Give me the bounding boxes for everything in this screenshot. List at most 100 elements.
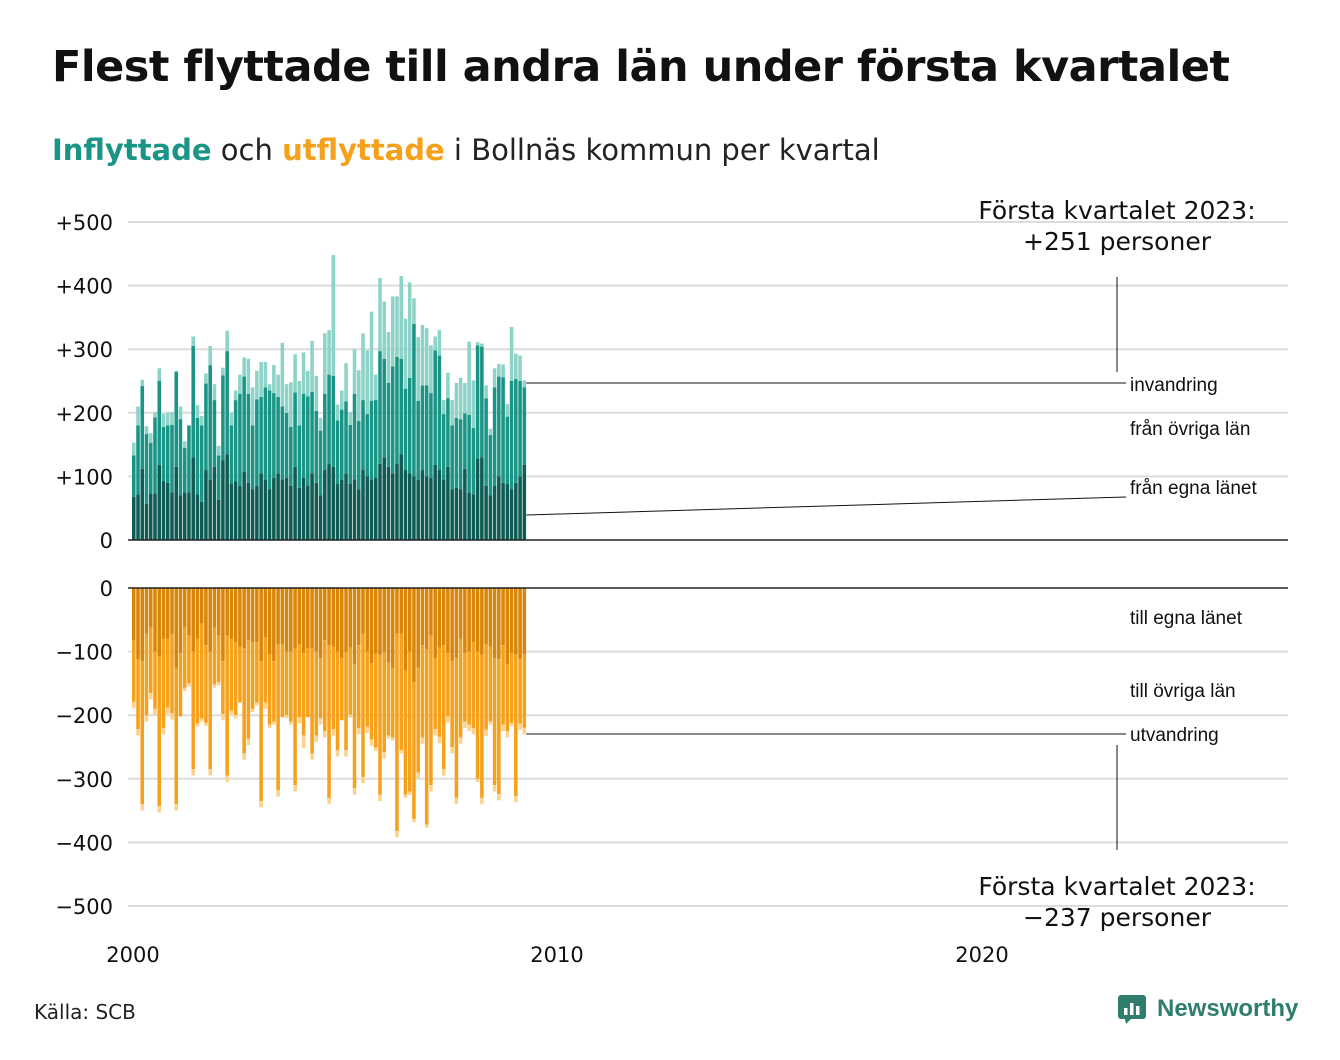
bar-out-utvandring <box>480 797 484 805</box>
bar-out-till-egna-lanet <box>136 588 140 660</box>
bar-out-till-ovriga-lan <box>259 661 263 802</box>
bar-in-fran-egna-lanet <box>284 477 289 540</box>
bar-out-till-egna-lanet <box>314 588 319 652</box>
bar-out-till-egna-lanet <box>263 588 268 637</box>
bar-out-till-ovriga-lan <box>161 638 166 728</box>
bar-out-till-egna-lanet <box>255 588 259 643</box>
bar-out-till-egna-lanet <box>492 588 497 658</box>
bar-in-fran-egna-lanet <box>132 496 136 540</box>
bar-out-till-ovriga-lan <box>297 643 302 718</box>
bar-out-till-egna-lanet <box>148 588 153 628</box>
bar-in-fran-egna-lanet <box>471 494 476 540</box>
bar-in-invandring <box>233 390 238 401</box>
bar-out-till-egna-lanet <box>191 588 195 652</box>
bar-out-till-egna-lanet <box>267 588 272 655</box>
bar-in-invandring <box>272 365 276 394</box>
bar-out-till-ovriga-lan <box>514 654 518 796</box>
bar-out-utvandring <box>441 769 446 776</box>
bar-in-fran-ovriga-lan <box>153 417 157 494</box>
bar-in-fran-ovriga-lan <box>509 381 514 490</box>
bar-out-till-ovriga-lan <box>289 651 293 722</box>
bar-in-fran-egna-lanet <box>297 487 302 540</box>
bar-out-utvandring <box>199 718 204 722</box>
bar-out-utvandring <box>314 735 319 742</box>
bar-out-till-ovriga-lan <box>365 651 370 727</box>
bar-in-invandring <box>514 353 518 380</box>
bar-out-till-egna-lanet <box>242 588 246 649</box>
bar-in-invandring <box>463 382 467 414</box>
bar-in-invandring <box>310 340 314 392</box>
bar-out-utvandring <box>208 769 212 776</box>
bar-out-till-egna-lanet <box>450 588 454 662</box>
bar-out-till-egna-lanet <box>365 588 370 652</box>
bar-in-fran-egna-lanet <box>182 492 187 540</box>
bar-out-till-egna-lanet <box>509 588 514 653</box>
bar-in-fran-ovriga-lan <box>399 358 403 455</box>
bar-out-utvandring <box>187 683 191 687</box>
bar-in-invandring <box>497 363 501 377</box>
bar-in-invandring <box>348 412 353 425</box>
bar-out-till-ovriga-lan <box>144 633 149 716</box>
bar-out-till-egna-lanet <box>250 588 255 643</box>
bar-in-invandring <box>458 377 463 420</box>
bar-in-invandring <box>433 336 437 351</box>
bar-out-utvandring <box>437 736 442 744</box>
bar-out-till-ovriga-lan <box>187 635 191 684</box>
bar-out-utvandring <box>522 727 527 735</box>
bar-in-fran-ovriga-lan <box>233 400 238 482</box>
bar-in-fran-egna-lanet <box>386 466 391 540</box>
bar-out-utvandring <box>297 717 302 724</box>
bar-out-till-egna-lanet <box>165 588 170 639</box>
bar-in-fran-egna-lanet <box>178 495 183 540</box>
bar-in-invandring <box>289 382 293 427</box>
bar-out-till-ovriga-lan <box>518 659 522 724</box>
bar-out-utvandring <box>390 737 395 741</box>
annotation-top-line1: Första kvartalet 2023: <box>978 196 1255 225</box>
bar-out-utvandring <box>229 710 234 714</box>
bar-out-till-ovriga-lan <box>255 642 259 703</box>
bar-out-till-egna-lanet <box>467 588 471 652</box>
bar-in-fran-ovriga-lan <box>148 442 153 494</box>
bar-out-utvandring <box>233 715 238 719</box>
bar-out-till-egna-lanet <box>327 588 331 646</box>
bar-in-fran-ovriga-lan <box>382 358 387 458</box>
bar-in-invandring <box>276 374 280 397</box>
bar-out-utvandring <box>361 776 365 784</box>
bar-out-utvandring <box>161 727 166 735</box>
bar-out-till-ovriga-lan <box>284 651 289 716</box>
bar-out-utvandring <box>484 729 488 737</box>
bar-out-utvandring <box>424 824 429 828</box>
bar-in-fran-egna-lanet <box>522 464 527 540</box>
bar-in-fran-ovriga-lan <box>407 377 412 474</box>
bar-out-till-ovriga-lan <box>208 651 212 770</box>
bar-in-fran-egna-lanet <box>199 501 204 540</box>
bar-in-invandring <box>501 364 505 378</box>
bar-in-fran-ovriga-lan <box>412 323 416 477</box>
bar-in-fran-egna-lanet <box>225 454 229 540</box>
bar-in-fran-ovriga-lan <box>301 393 306 478</box>
bar-in-fran-egna-lanet <box>492 485 497 540</box>
bar-in-fran-egna-lanet <box>259 473 263 540</box>
bar-out-till-egna-lanet <box>416 588 420 668</box>
bar-in-invandring <box>365 350 370 415</box>
bar-in-invandring <box>429 345 433 394</box>
bar-out-utvandring <box>412 818 416 823</box>
x-tick-label: 2000 <box>106 943 159 967</box>
bar-out-utvandring <box>509 722 514 727</box>
bar-out-till-ovriga-lan <box>424 649 429 825</box>
bar-in-fran-egna-lanet <box>140 468 145 540</box>
bar-in-fran-ovriga-lan <box>356 421 361 490</box>
bar-in-fran-ovriga-lan <box>488 435 493 496</box>
bar-out-till-ovriga-lan <box>250 642 255 709</box>
bar-in-invandring <box>314 375 319 411</box>
bar-out-till-ovriga-lan <box>382 651 387 753</box>
bar-out-till-egna-lanet <box>195 588 200 639</box>
bar-in-fran-egna-lanet <box>293 466 297 540</box>
bar-out-utvandring <box>148 692 153 700</box>
bar-in-fran-ovriga-lan <box>195 417 200 495</box>
bar-out-utvandring <box>221 713 225 721</box>
bar-in-fran-egna-lanet <box>501 482 505 540</box>
bar-out-till-ovriga-lan <box>403 670 408 795</box>
source-label: Källa: SCB <box>34 1000 136 1024</box>
bar-in-invandring <box>229 412 234 426</box>
